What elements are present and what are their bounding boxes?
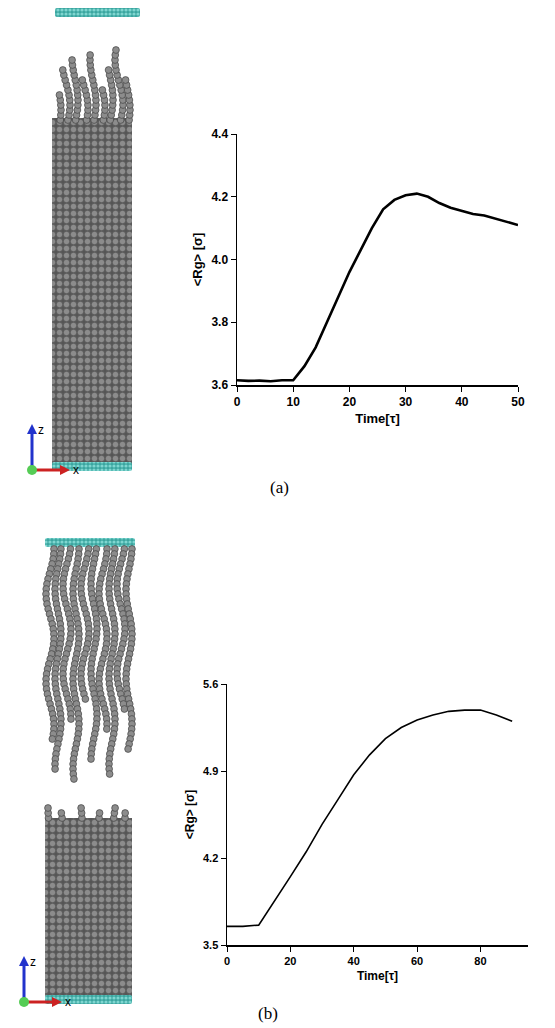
svg-text:4.2: 4.2 bbox=[211, 190, 228, 204]
svg-text:10: 10 bbox=[287, 395, 301, 409]
svg-text:4.2: 4.2 bbox=[203, 852, 218, 864]
svg-text:z: z bbox=[38, 423, 44, 437]
svg-text:30: 30 bbox=[399, 395, 413, 409]
svg-text:<Rg> [σ]: <Rg> [σ] bbox=[183, 790, 197, 840]
svg-text:x: x bbox=[73, 463, 79, 477]
svg-text:x: x bbox=[65, 995, 71, 1009]
svg-text:4.0: 4.0 bbox=[211, 253, 228, 267]
svg-text:3.8: 3.8 bbox=[211, 315, 228, 329]
svg-text:Time[τ]: Time[τ] bbox=[355, 411, 400, 426]
svg-text:4.4: 4.4 bbox=[211, 127, 228, 141]
svg-text:<Rg> [σ]: <Rg> [σ] bbox=[190, 233, 205, 287]
svg-text:5.6: 5.6 bbox=[203, 678, 218, 690]
svg-text:60: 60 bbox=[411, 955, 423, 967]
svg-text:z: z bbox=[30, 955, 36, 969]
svg-text:20: 20 bbox=[284, 955, 296, 967]
svg-text:80: 80 bbox=[474, 955, 486, 967]
svg-text:40: 40 bbox=[348, 955, 360, 967]
html-text:(b): (b) bbox=[258, 1004, 278, 1023]
svg-text:0: 0 bbox=[234, 395, 241, 409]
svg-text:Time[τ]: Time[τ] bbox=[357, 969, 398, 983]
svg-text:20: 20 bbox=[343, 395, 357, 409]
svg-text:0: 0 bbox=[224, 955, 230, 967]
svg-text:3.5: 3.5 bbox=[203, 939, 218, 951]
svg-text:50: 50 bbox=[511, 395, 525, 409]
svg-text:3.6: 3.6 bbox=[211, 378, 228, 392]
svg-text:4.9: 4.9 bbox=[203, 765, 218, 777]
svg-text:40: 40 bbox=[455, 395, 469, 409]
html-text:(a): (a) bbox=[270, 478, 289, 497]
